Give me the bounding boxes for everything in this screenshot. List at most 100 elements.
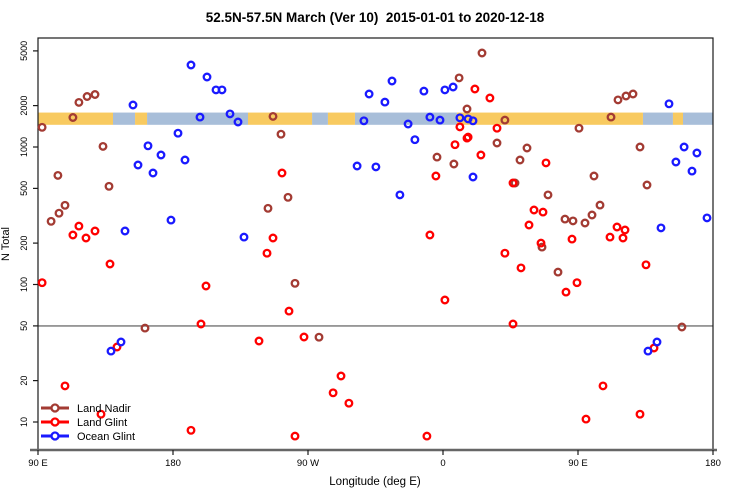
data-point-land-nadir (500, 115, 510, 125)
y-axis-label: N Total (0, 226, 12, 262)
chart-title: 52.5N-57.5N March (Ver 10) 2015-01-01 to… (205, 10, 545, 25)
data-point-ocean-glint (133, 160, 143, 170)
data-point-land-nadir (82, 92, 92, 101)
data-point-ocean-glint (671, 157, 681, 167)
data-point-ocean-glint (225, 109, 235, 119)
data-point-land-glint (336, 371, 346, 381)
data-point-ocean-glint (148, 168, 158, 178)
data-point-ocean-glint (419, 86, 429, 96)
data-point-ocean-glint (395, 190, 405, 200)
data-point-land-nadir (560, 214, 570, 224)
data-point-land-nadir (90, 90, 100, 99)
data-point-land-nadir (314, 332, 324, 342)
data-point-land-glint (81, 233, 91, 243)
data-point-land-nadir (283, 192, 293, 202)
data-point-ocean-glint (702, 213, 712, 223)
data-point-ocean-glint (359, 116, 369, 126)
data-point-land-nadir (290, 278, 300, 288)
data-point-ocean-glint (435, 115, 445, 125)
y-tick-label: 20 (19, 376, 29, 386)
data-point-land-glint (612, 222, 622, 232)
data-point-land-nadir (589, 171, 599, 181)
coast-band-land-segment (135, 112, 148, 125)
data-point-ocean-glint (120, 226, 130, 236)
x-tick-label: 0 (440, 458, 445, 469)
data-point-land-nadir (54, 208, 64, 218)
coast-band-ocean-segment (354, 112, 457, 125)
data-point-land-glint (284, 306, 294, 316)
data-point-ocean-glint (173, 128, 183, 138)
data-point-land-nadir (462, 104, 472, 114)
data-point-land-nadir (432, 152, 442, 162)
data-point-land-glint (74, 221, 84, 231)
data-point-ocean-glint (166, 215, 176, 225)
y-tick-label: 5000 (19, 41, 29, 61)
legend-label-2: Land Glint (77, 417, 127, 429)
data-point-land-glint (462, 133, 472, 143)
data-point-ocean-glint (239, 232, 249, 242)
data-point-ocean-glint (156, 150, 166, 160)
data-point-ocean-glint (448, 82, 458, 92)
data-point-land-glint (516, 263, 526, 273)
data-point-ocean-glint (128, 100, 138, 110)
data-point-land-nadir (37, 122, 47, 132)
coast-band-ocean-segment (683, 112, 713, 125)
data-point-land-glint (290, 431, 300, 441)
data-point-land-nadir (587, 210, 597, 220)
data-point-land-glint (620, 225, 630, 235)
data-point-land-glint (492, 123, 502, 133)
data-point-ocean-glint (186, 60, 196, 70)
data-point-land-glint (422, 431, 432, 441)
coast-band-land-segment (672, 112, 683, 125)
data-point-land-glint (60, 381, 70, 391)
plot-border (37, 37, 714, 451)
coast-band-land-segment (248, 112, 313, 125)
data-point-land-glint (605, 232, 615, 242)
data-point-land-glint (572, 278, 582, 288)
data-point-land-glint (598, 381, 608, 391)
data-point-land-nadir (492, 138, 502, 148)
data-point-land-glint (68, 230, 78, 240)
data-point-ocean-glint (217, 85, 227, 95)
y-tick-label: 50 (19, 321, 29, 331)
data-point-ocean-glint (440, 85, 450, 95)
data-point-land-glint (529, 205, 539, 215)
data-point-ocean-glint (652, 337, 662, 347)
y-tick-label: 500 (19, 181, 29, 196)
data-point-land-glint (262, 248, 272, 258)
data-point-land-nadir (543, 190, 553, 200)
data-point-ocean-glint (643, 346, 653, 356)
data-point-land-glint (37, 278, 47, 288)
data-point-land-glint (536, 238, 546, 248)
data-point-land-nadir (642, 180, 652, 190)
data-point-ocean-glint (687, 166, 697, 176)
data-point-land-glint (96, 409, 106, 419)
data-point-ocean-glint (403, 119, 413, 129)
data-point-land-nadir (568, 216, 578, 226)
data-point-land-nadir (477, 48, 487, 58)
data-point-land-nadir (515, 155, 525, 165)
data-point-land-nadir (628, 89, 638, 99)
data-point-land-nadir (449, 159, 459, 169)
data-point-ocean-glint (352, 161, 362, 171)
data-point-land-nadir (74, 97, 84, 107)
data-point-land-nadir (595, 200, 605, 210)
data-point-ocean-glint (380, 97, 390, 107)
data-point-ocean-glint (195, 112, 205, 122)
data-point-land-nadir (46, 216, 56, 226)
data-point-land-glint (90, 226, 100, 236)
data-point-land-glint (524, 220, 534, 230)
data-point-land-glint (450, 140, 460, 150)
coast-band-ocean-segment (113, 112, 136, 125)
legend-marker-1 (50, 403, 60, 413)
data-point-ocean-glint (664, 99, 674, 109)
data-point-land-nadir (606, 112, 616, 122)
coast-band-land-segment (327, 112, 355, 125)
coast-band-land-segment (456, 112, 643, 125)
data-point-land-nadir (263, 203, 273, 213)
data-point-land-nadir (53, 170, 63, 180)
data-point-ocean-glint (116, 337, 126, 347)
data-point-ocean-glint (468, 116, 478, 126)
data-point-land-glint (508, 319, 518, 329)
data-point-land-glint (201, 281, 211, 291)
